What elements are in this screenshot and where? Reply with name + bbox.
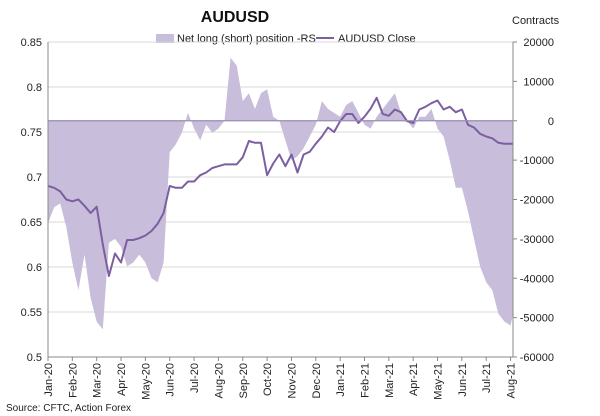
- right-tick-label: 10000: [523, 76, 554, 88]
- right-tick-label: -60000: [520, 352, 554, 364]
- left-tick-label: 0.85: [21, 37, 42, 49]
- area-net-position: [48, 57, 513, 330]
- x-tick-label: Jun-20: [165, 363, 177, 397]
- right-tick-label: -10000: [520, 155, 554, 167]
- right-tick-label: -50000: [520, 313, 554, 325]
- left-tick-label: 0.7: [27, 172, 42, 184]
- legend-swatch-position: [156, 34, 174, 43]
- series-line-audusd-close: [47, 96, 513, 277]
- x-tick-label: Jul-20: [189, 363, 201, 393]
- x-tick-label: Feb-21: [359, 363, 371, 398]
- line-audusd-close: [47, 96, 513, 277]
- right-axis-ticks: 20000 10000 0 -10000 -20000 -30000 -40000 -5000…: [513, 37, 554, 364]
- left-tick-label: 0.65: [21, 217, 42, 229]
- x-tick-label: Jun-21: [457, 363, 469, 397]
- legend-label-position: Net long (short) position -RS: [177, 33, 316, 45]
- x-tick-label: Mar-21: [384, 363, 396, 398]
- right-tick-label: 0: [548, 116, 554, 128]
- x-tick-label: May-20: [140, 363, 152, 400]
- left-tick-label: 0.55: [21, 307, 42, 319]
- right-tick-label: -40000: [520, 273, 554, 285]
- left-tick-label: 0.75: [21, 127, 42, 139]
- source-note: Source: CFTC, Action Forex: [6, 403, 131, 414]
- left-tick-label: 0.8: [27, 82, 42, 94]
- series-area-net-position: [48, 57, 513, 330]
- left-axis-ticks: 0.85 0.8 0.75 0.7 0.65 0.6 0.55 0.5: [21, 37, 42, 364]
- x-tick-label: Jan-20: [43, 363, 55, 397]
- x-tick-label: Sep-20: [238, 363, 250, 398]
- chart-title: AUDUSD: [201, 9, 269, 26]
- legend-label-close: AUDUSD Close: [338, 33, 416, 45]
- x-tick-label: Aug-20: [213, 363, 225, 398]
- legend: Net long (short) position -RS AUDUSD Clo…: [156, 33, 416, 45]
- right-tick-label: -30000: [520, 234, 554, 246]
- left-tick-label: 0.5: [27, 352, 42, 364]
- x-tick-label: Aug-21: [506, 363, 518, 398]
- x-tick-label: Dec-20: [311, 363, 323, 398]
- right-axis-label: Contracts: [512, 15, 560, 27]
- right-tick-label: -20000: [520, 195, 554, 207]
- right-tick-label: 20000: [523, 37, 554, 49]
- x-tick-label: Feb-20: [67, 363, 79, 398]
- x-tick-label: Apr-21: [408, 363, 420, 396]
- x-tick-label: May-21: [433, 363, 445, 400]
- x-tick-label: Jan-21: [335, 363, 347, 397]
- x-tick-label: Nov-20: [286, 363, 298, 398]
- x-tick-label: Mar-20: [92, 363, 104, 398]
- x-tick-label: Oct-20: [262, 363, 274, 396]
- left-tick-label: 0.6: [27, 262, 42, 274]
- x-tick-label: Jul-21: [481, 363, 493, 393]
- x-tick-label: Apr-20: [116, 363, 128, 396]
- x-axis-ticks: Jan-20 Feb-20 Mar-20 Apr-20 May-20 Jun-20 Jul-…: [43, 357, 518, 400]
